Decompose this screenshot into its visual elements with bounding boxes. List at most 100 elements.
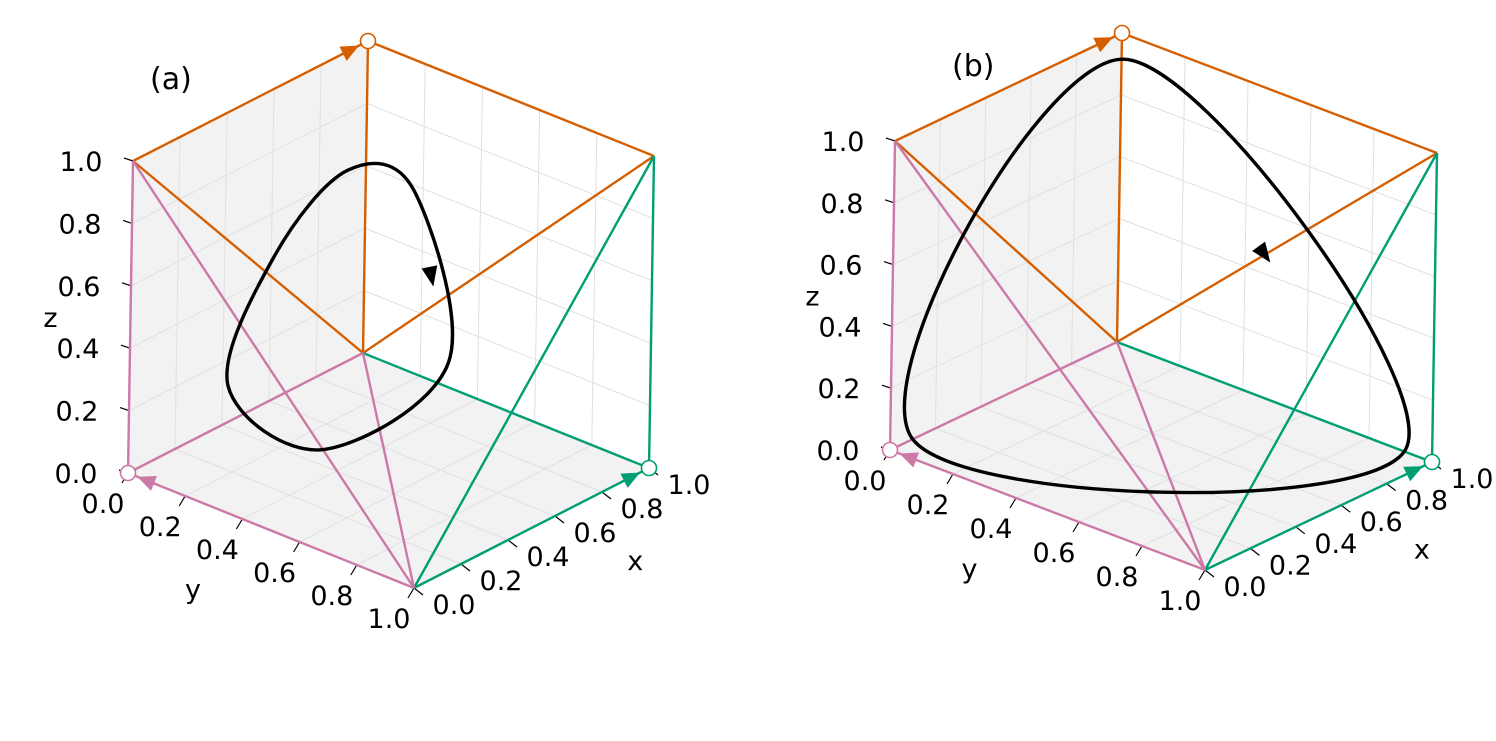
y-tick-label: 0.2: [139, 512, 182, 543]
z-tick-label: 0.4: [57, 334, 100, 365]
grid-line: [356, 444, 593, 566]
grid-line: [221, 424, 509, 541]
grid-line: [364, 227, 652, 344]
fixed-point-orange: [359, 32, 377, 50]
flow-arrowhead: [1093, 37, 1113, 53]
y-tick-label: 0.8: [1096, 562, 1139, 593]
x-tick: [1340, 504, 1351, 513]
x-tick-label: 0.2: [480, 566, 523, 597]
fixed-point-pink: [881, 441, 899, 459]
grid-line: [1179, 56, 1186, 367]
grid-line: [315, 376, 603, 493]
grid-line: [1118, 217, 1435, 339]
flow-arrowhead: [899, 452, 920, 468]
y-tick: [1135, 545, 1143, 557]
trajectory-line: [902, 57, 1411, 495]
network-edge: [362, 351, 650, 470]
grid-line: [129, 227, 366, 349]
network-edge: [1203, 152, 1439, 571]
network-edge: [361, 352, 416, 589]
network-edge: [1430, 152, 1439, 463]
x-tick-label: 0.8: [1405, 486, 1448, 517]
y-tick-label: 1.0: [368, 604, 411, 635]
y-tick: [1009, 497, 1017, 509]
z-tick: [883, 261, 894, 266]
z-axis-label: z: [805, 282, 819, 313]
z-tick: [122, 219, 133, 224]
fixed-point-orange: [1113, 24, 1131, 42]
panel-b-label: (b): [952, 49, 994, 84]
grid-line: [242, 398, 478, 520]
x-tick-label: 0.6: [1360, 507, 1403, 538]
grid-line: [591, 132, 598, 446]
grid-line: [934, 119, 941, 429]
grid-line: [890, 279, 1119, 389]
grid-line: [980, 406, 1296, 528]
y-tick-label: 0.0: [82, 489, 125, 520]
network-edge: [1115, 341, 1207, 571]
grid-line: [363, 290, 651, 407]
x-tick: [507, 539, 518, 548]
z-tick: [882, 322, 893, 327]
z-tick-label: 0.8: [59, 209, 102, 240]
network-edge: [894, 140, 1118, 343]
panel-b: 0.00.00.00.20.20.20.40.4 0.40.60.60.60.80…: [805, 24, 1493, 617]
grid-line: [184, 375, 421, 497]
grid-line: [1026, 384, 1342, 506]
y-tick: [350, 564, 358, 576]
y-tick-label: 0.8: [310, 581, 353, 612]
network-edge: [132, 39, 369, 163]
fixed-point-pink: [119, 464, 137, 482]
trajectory-line: [225, 161, 455, 452]
grid-line: [128, 290, 365, 412]
z-tick: [120, 344, 131, 349]
x-tick-label: 0.0: [1224, 572, 1267, 603]
panel-a: 0.00.00.00.20.20.20.40.4 0.40.60.60.60.80…: [43, 32, 711, 635]
fixed-point-green: [640, 459, 658, 477]
grid-line: [893, 94, 1122, 204]
trajectory-arrowhead: [421, 265, 438, 287]
y-tick-label: 0.6: [1033, 538, 1076, 569]
grid-line: [1025, 76, 1032, 386]
z-tick-label: 0.2: [56, 397, 99, 428]
network-edge: [1116, 340, 1433, 464]
grid-line: [1120, 94, 1437, 216]
z-tick-label: 0.4: [819, 312, 862, 343]
network-edge: [361, 40, 370, 354]
grid-line: [174, 136, 181, 450]
y-tick: [1198, 569, 1206, 581]
y-tick: [178, 495, 186, 507]
z-tick-label: 0.8: [821, 189, 864, 220]
x-tick: [554, 515, 565, 524]
trajectory-arrowhead: [1252, 241, 1271, 263]
z-tick: [123, 157, 134, 162]
x-tick-label: 1.0: [668, 470, 711, 501]
x-tick-label: 0.8: [621, 494, 664, 525]
grid-line: [1368, 128, 1375, 439]
network-edge: [131, 160, 416, 589]
y-axis-label: y: [185, 575, 201, 606]
x-tick-label: 0.4: [1314, 529, 1357, 560]
z-tick-label: 1.0: [822, 127, 865, 158]
z-tick-label: 0.6: [58, 272, 101, 303]
x-tick: [413, 587, 424, 596]
network-edge: [127, 471, 415, 590]
grid-line: [892, 156, 1121, 266]
grid-line: [365, 165, 653, 282]
grid-line: [476, 86, 483, 400]
x-tick: [1295, 526, 1306, 535]
grid-line: [419, 63, 426, 377]
grid-line: [268, 88, 275, 402]
grid-line: [221, 112, 228, 426]
z-tick: [881, 384, 892, 389]
flow-arrowhead: [1403, 466, 1423, 482]
y-tick-label: 0.0: [844, 466, 887, 497]
x-tick: [460, 563, 471, 572]
y-tick: [407, 587, 415, 599]
z-tick: [121, 282, 132, 287]
x-tick: [1204, 569, 1215, 578]
flow-arrowhead: [137, 476, 157, 491]
network-edge: [1121, 31, 1438, 155]
grid-line: [1119, 156, 1436, 278]
